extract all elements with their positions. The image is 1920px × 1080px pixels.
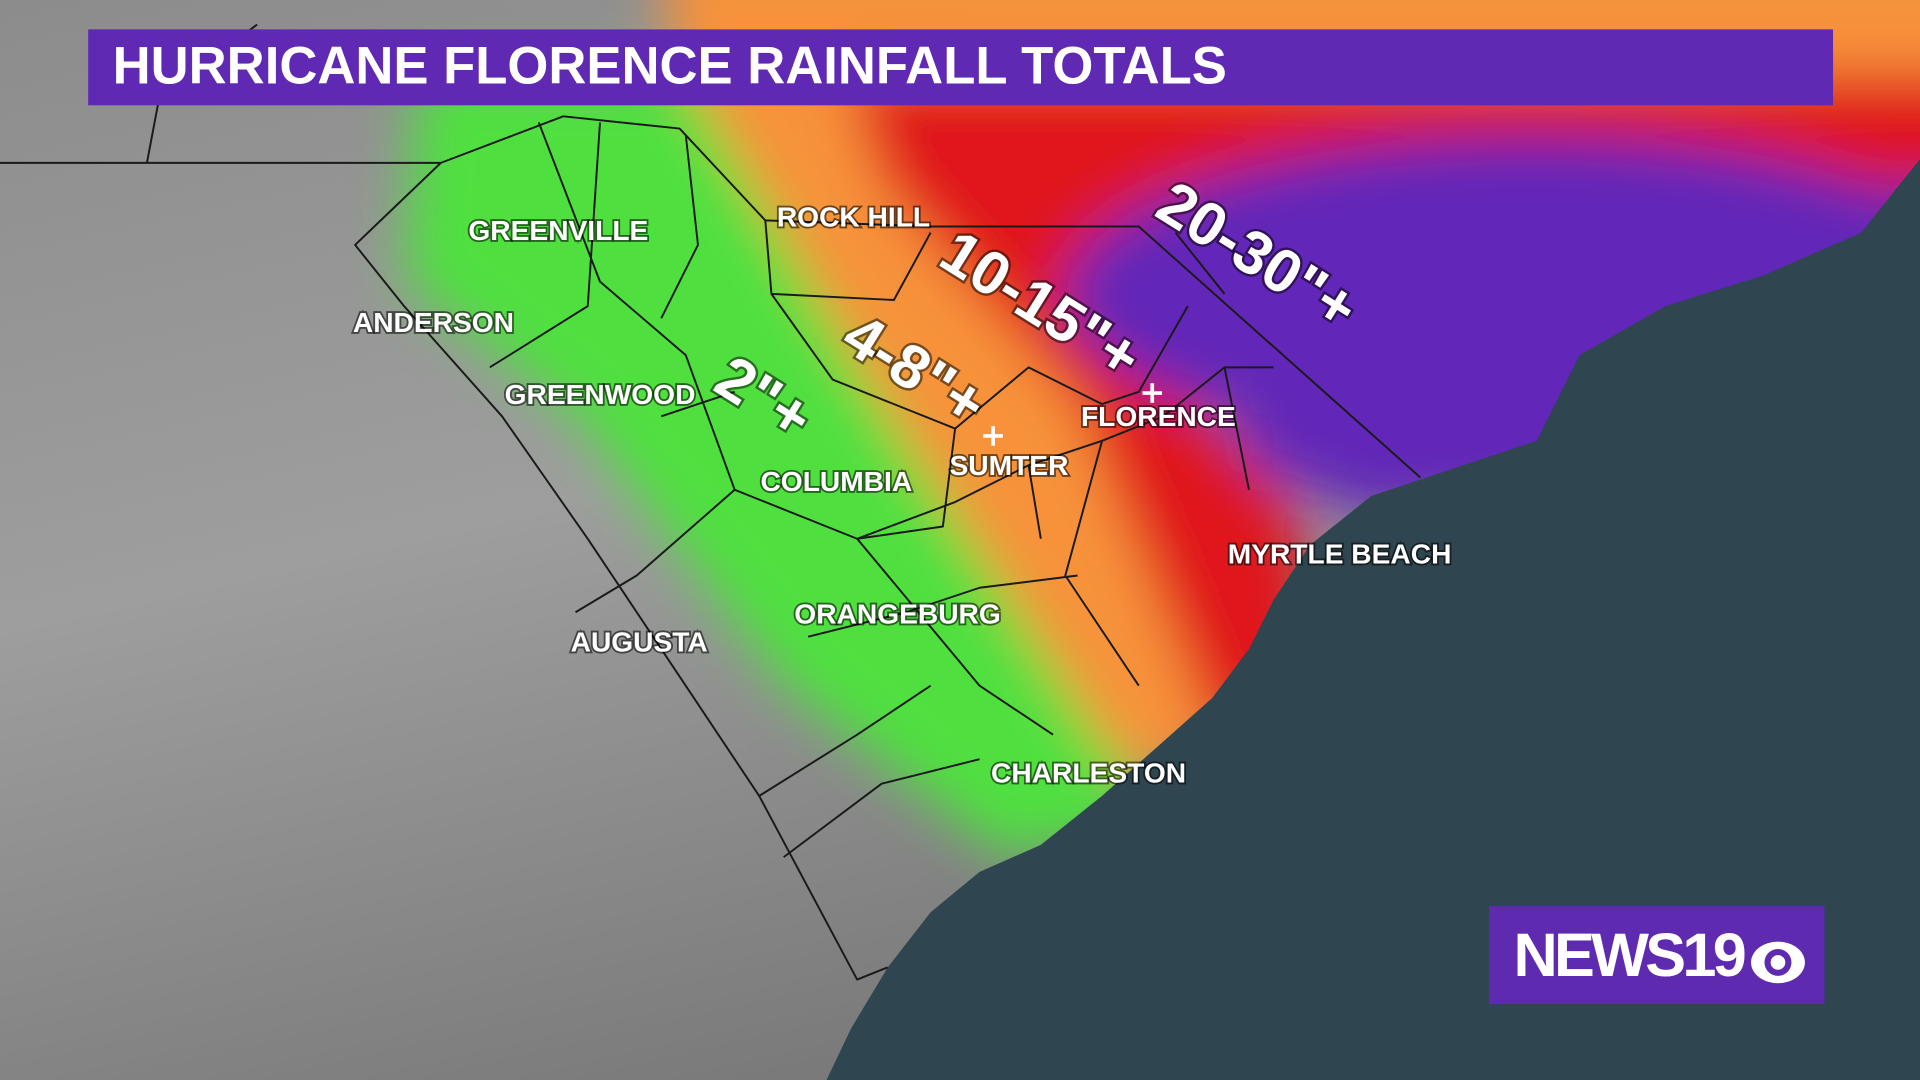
title-bar (88, 29, 1834, 106)
city-label: GREENVILLE (468, 215, 648, 246)
city-label: ANDERSON (353, 307, 514, 338)
city-label: ORANGEBURG (794, 598, 1000, 629)
city-label: AUGUSTA (571, 627, 708, 658)
city-label: ROCK HILL (777, 202, 930, 233)
title: HURRICANE FLORENCE RAINFALL TOTALS (113, 37, 1227, 96)
city-labels: GREENVILLE ANDERSON GREENWOOD COLUMBIA ROCK … (351, 200, 1453, 791)
city-label: FLORENCE (1081, 401, 1236, 432)
sc-west-border (354, 162, 889, 981)
markers (983, 383, 1163, 446)
city-label: COLUMBIA (760, 466, 912, 497)
logo-text: NEWS19 (1513, 921, 1744, 989)
state-line (0, 115, 1422, 479)
cbs-eye (1751, 941, 1805, 984)
county-lines (489, 122, 1274, 858)
city-label: GREENWOOD (505, 379, 696, 410)
city-markers (983, 383, 1163, 446)
city-label: MYRTLE BEACH (1228, 538, 1452, 569)
eye-pupil (1770, 955, 1786, 970)
band-orange (685, 73, 1274, 784)
city-label: CHARLESTON (991, 758, 1186, 789)
ocean (826, 159, 1920, 1080)
band-green (404, 73, 1139, 858)
city-label: SUMTER (950, 450, 1069, 481)
